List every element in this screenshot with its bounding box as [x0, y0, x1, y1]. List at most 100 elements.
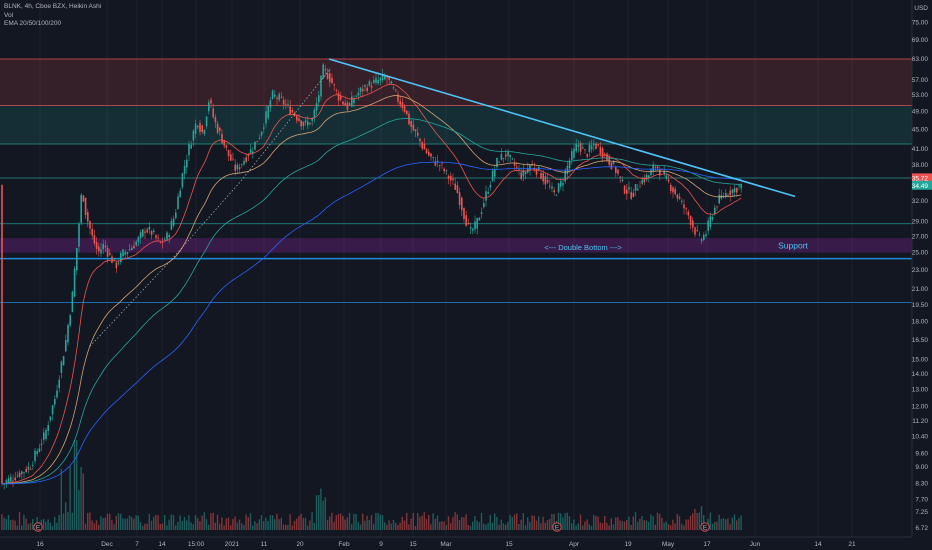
time-axis-label: 15: [409, 541, 417, 548]
volume-bar: [122, 518, 124, 530]
candle-body: [148, 226, 151, 230]
candle-body: [60, 361, 63, 374]
volume-bar: [738, 517, 740, 530]
volume-bar: [689, 515, 692, 530]
volume-bar: [49, 522, 51, 530]
price-axis-tick: 21.00: [912, 286, 929, 293]
candle-body: [287, 103, 289, 105]
volume-bar: [736, 520, 738, 530]
volume-bar: [617, 517, 619, 530]
candle-body: [190, 144, 192, 149]
earnings-marker-label: E: [555, 525, 560, 532]
volume-bar: [322, 500, 324, 530]
candle-body: [144, 231, 146, 233]
symbol-info[interactable]: BLNK, 4h, Cboe BZX, Heikin Ashi: [4, 3, 102, 10]
volume-bar: [307, 525, 309, 530]
candle-body: [619, 176, 621, 178]
volume-bar: [346, 517, 348, 530]
candle-body: [474, 221, 476, 230]
candle-body: [670, 184, 672, 192]
volume-bar: [643, 520, 645, 530]
volume-bar: [485, 524, 487, 530]
price-axis-tick: 32.00: [912, 198, 929, 205]
volume-bar: [219, 523, 221, 530]
price-axis-tick: 25.00: [912, 250, 929, 257]
volume-bar: [51, 525, 54, 530]
candle-body: [109, 253, 111, 255]
volume-bar: [60, 468, 62, 530]
last-price-value: 34.49: [912, 183, 929, 190]
candle-body: [414, 129, 417, 132]
volume-bar: [337, 513, 340, 530]
candle-body: [401, 102, 404, 108]
candle-body: [364, 85, 366, 87]
volume-bar: [357, 521, 359, 530]
candle-body: [645, 174, 648, 180]
candle-body: [137, 237, 140, 243]
candle-body: [417, 132, 419, 136]
volume-bar: [652, 516, 654, 530]
currency-label: USD: [914, 5, 928, 12]
candle-body: [733, 188, 736, 193]
candle-body: [342, 101, 344, 105]
volume-bar: [170, 514, 172, 530]
time-axis-label: 9: [379, 541, 383, 548]
volume-bar: [731, 517, 733, 530]
candle-body: [480, 212, 483, 214]
candle-body: [197, 125, 199, 128]
volume-bar: [104, 517, 106, 530]
candle-body: [5, 480, 8, 483]
volume-bar: [408, 524, 410, 530]
volume-bar: [518, 523, 520, 530]
volume-bar: [505, 524, 507, 530]
candle-body: [390, 81, 393, 84]
candle-body: [307, 121, 309, 126]
volume-bar: [386, 524, 388, 530]
candle-body: [560, 181, 562, 187]
volume-bar: [157, 515, 159, 530]
candle-body: [634, 184, 637, 191]
volume-bar: [315, 495, 318, 530]
candle-body: [16, 475, 19, 477]
candle-body: [489, 184, 492, 188]
candle-body: [236, 164, 239, 170]
volume-bar: [590, 525, 593, 530]
volume-bar: [667, 524, 670, 530]
candle-body: [150, 230, 153, 235]
candle-body: [381, 73, 384, 81]
volume-bar: [733, 514, 736, 530]
candle-body: [621, 179, 624, 182]
candle-body: [216, 123, 219, 133]
volume-bar: [474, 516, 476, 530]
candle-body: [84, 197, 87, 216]
candle-body: [623, 185, 626, 194]
candle-body: [676, 194, 679, 199]
candle-body: [164, 239, 166, 241]
candle-body: [170, 220, 173, 230]
ema-indicator-label[interactable]: EMA 20/50/100/200: [4, 20, 62, 27]
candle-body: [331, 77, 333, 84]
volume-indicator-label[interactable]: Vol: [4, 11, 14, 19]
volume-bar: [549, 518, 551, 530]
candle-body: [375, 78, 377, 83]
candle-body: [738, 185, 740, 187]
volume-bar: [586, 519, 588, 530]
candle-body: [687, 211, 690, 216]
candle-body: [10, 476, 12, 482]
candle-body: [577, 144, 580, 147]
volume-bar: [513, 514, 516, 530]
volume-bar: [700, 506, 703, 530]
volume-bar: [153, 516, 155, 530]
volume-bar: [111, 520, 113, 530]
volume-bar: [159, 523, 161, 530]
candle-body: [663, 171, 665, 175]
volume-bar: [73, 440, 76, 530]
candle-body: [348, 103, 351, 106]
candle-body: [428, 151, 430, 156]
candle-body: [617, 169, 619, 174]
volume-bar: [637, 521, 639, 530]
volume-bar: [683, 525, 685, 530]
candle-body: [397, 94, 399, 102]
